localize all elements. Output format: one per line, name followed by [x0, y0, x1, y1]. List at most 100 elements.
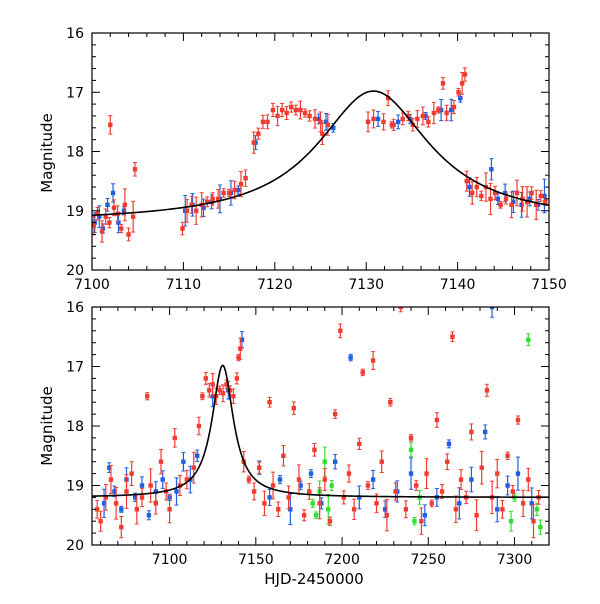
data-point-red — [275, 113, 280, 119]
data-point-red — [470, 190, 475, 196]
data-point-red — [203, 376, 209, 381]
data-point-red — [398, 307, 403, 310]
data-point-blue — [446, 441, 452, 447]
y-tick-label: 18 — [66, 419, 84, 435]
data-point-blue — [467, 184, 472, 190]
data-point-red — [108, 477, 114, 482]
data-point-red — [479, 193, 484, 199]
data-point-red — [317, 501, 322, 506]
data-point-red — [318, 119, 323, 125]
top-ylabel: Magnitude — [38, 113, 56, 192]
data-point-red — [531, 519, 536, 524]
data-point-red — [436, 107, 441, 113]
data-point-red — [474, 513, 479, 518]
data-point-red — [346, 471, 352, 476]
x-tick-label: 7250 — [410, 552, 446, 568]
data-point-red — [458, 477, 464, 482]
data-point-blue — [100, 226, 106, 231]
data-point-blue — [236, 187, 241, 193]
data-point-green — [526, 337, 531, 342]
data-point-blue — [482, 429, 488, 435]
data-point-red — [267, 400, 272, 405]
data-point-red — [445, 459, 450, 464]
data-point-red — [529, 190, 534, 196]
data-point-red — [270, 483, 276, 488]
data-point-red — [503, 196, 509, 202]
data-point-red — [234, 376, 240, 381]
x-tick-label: 7140 — [440, 277, 476, 293]
data-point-red — [419, 519, 424, 524]
data-point-red — [524, 199, 530, 205]
data-point-blue — [153, 489, 159, 494]
data-point-blue — [511, 199, 516, 205]
data-point-blue — [146, 513, 152, 518]
data-point-red — [193, 208, 199, 213]
data-point-blue — [323, 119, 329, 125]
data-point-red — [514, 190, 520, 196]
data-point-red — [488, 196, 493, 202]
data-point-red — [260, 119, 266, 125]
data-point-red — [312, 116, 318, 122]
data-point-red — [92, 223, 97, 228]
data-point-red — [543, 199, 548, 205]
x-tick-label: 7100 — [152, 552, 188, 568]
data-point-red — [341, 495, 346, 500]
data-point-blue — [542, 193, 547, 199]
data-point-red — [291, 405, 296, 411]
data-point-red — [400, 116, 405, 122]
y-tick-label: 17 — [66, 85, 84, 101]
data-point-red — [424, 471, 429, 476]
data-point-red — [453, 507, 459, 512]
data-point-green — [508, 519, 514, 524]
data-point-blue — [277, 477, 283, 482]
data-point-blue — [395, 119, 401, 125]
data-point-red — [251, 489, 257, 494]
data-point-red — [124, 489, 129, 494]
data-point-red — [459, 81, 465, 86]
data-point-blue — [132, 495, 138, 500]
data-point-red — [220, 391, 226, 396]
data-point-green — [326, 507, 331, 512]
data-point-red — [498, 202, 503, 208]
x-tick-label: 7300 — [497, 552, 533, 568]
data-point-red — [365, 119, 371, 125]
data-point-red — [126, 232, 131, 237]
data-point-red — [113, 501, 119, 506]
data-point-green — [408, 447, 414, 452]
data-point-red — [515, 417, 521, 423]
data-point-red — [534, 202, 539, 208]
data-point-blue — [489, 167, 494, 172]
data-point-red — [286, 495, 291, 500]
data-point-red — [200, 394, 205, 399]
data-point-red — [365, 483, 371, 488]
data-point-green — [538, 524, 543, 530]
data-point-blue — [298, 483, 303, 488]
data-point-blue — [489, 307, 495, 310]
data-point-blue — [457, 501, 462, 506]
data-point-red — [130, 214, 136, 219]
data-point-blue — [239, 337, 245, 342]
data-point-red — [207, 388, 212, 393]
data-point-blue — [423, 113, 428, 119]
data-point-red — [479, 465, 484, 470]
data-point-red — [307, 489, 312, 494]
data-point-blue — [139, 483, 145, 488]
model-curve — [92, 364, 549, 498]
data-point-blue — [331, 125, 336, 130]
data-point-red — [217, 388, 222, 393]
x-tick-label: 7100 — [74, 277, 110, 293]
data-point-red — [103, 214, 108, 219]
data-point-red — [462, 72, 468, 77]
data-point-red — [191, 465, 196, 470]
data-point-red — [144, 394, 150, 399]
data-point-red — [429, 501, 434, 506]
data-point-red — [139, 495, 145, 500]
x-tick-label: 7120 — [257, 277, 293, 293]
data-point-blue — [110, 190, 116, 196]
data-point-red — [257, 465, 262, 470]
data-point-red — [262, 501, 267, 506]
data-point-red — [370, 358, 376, 363]
data-point-blue — [105, 202, 110, 208]
data-point-red — [99, 229, 105, 234]
